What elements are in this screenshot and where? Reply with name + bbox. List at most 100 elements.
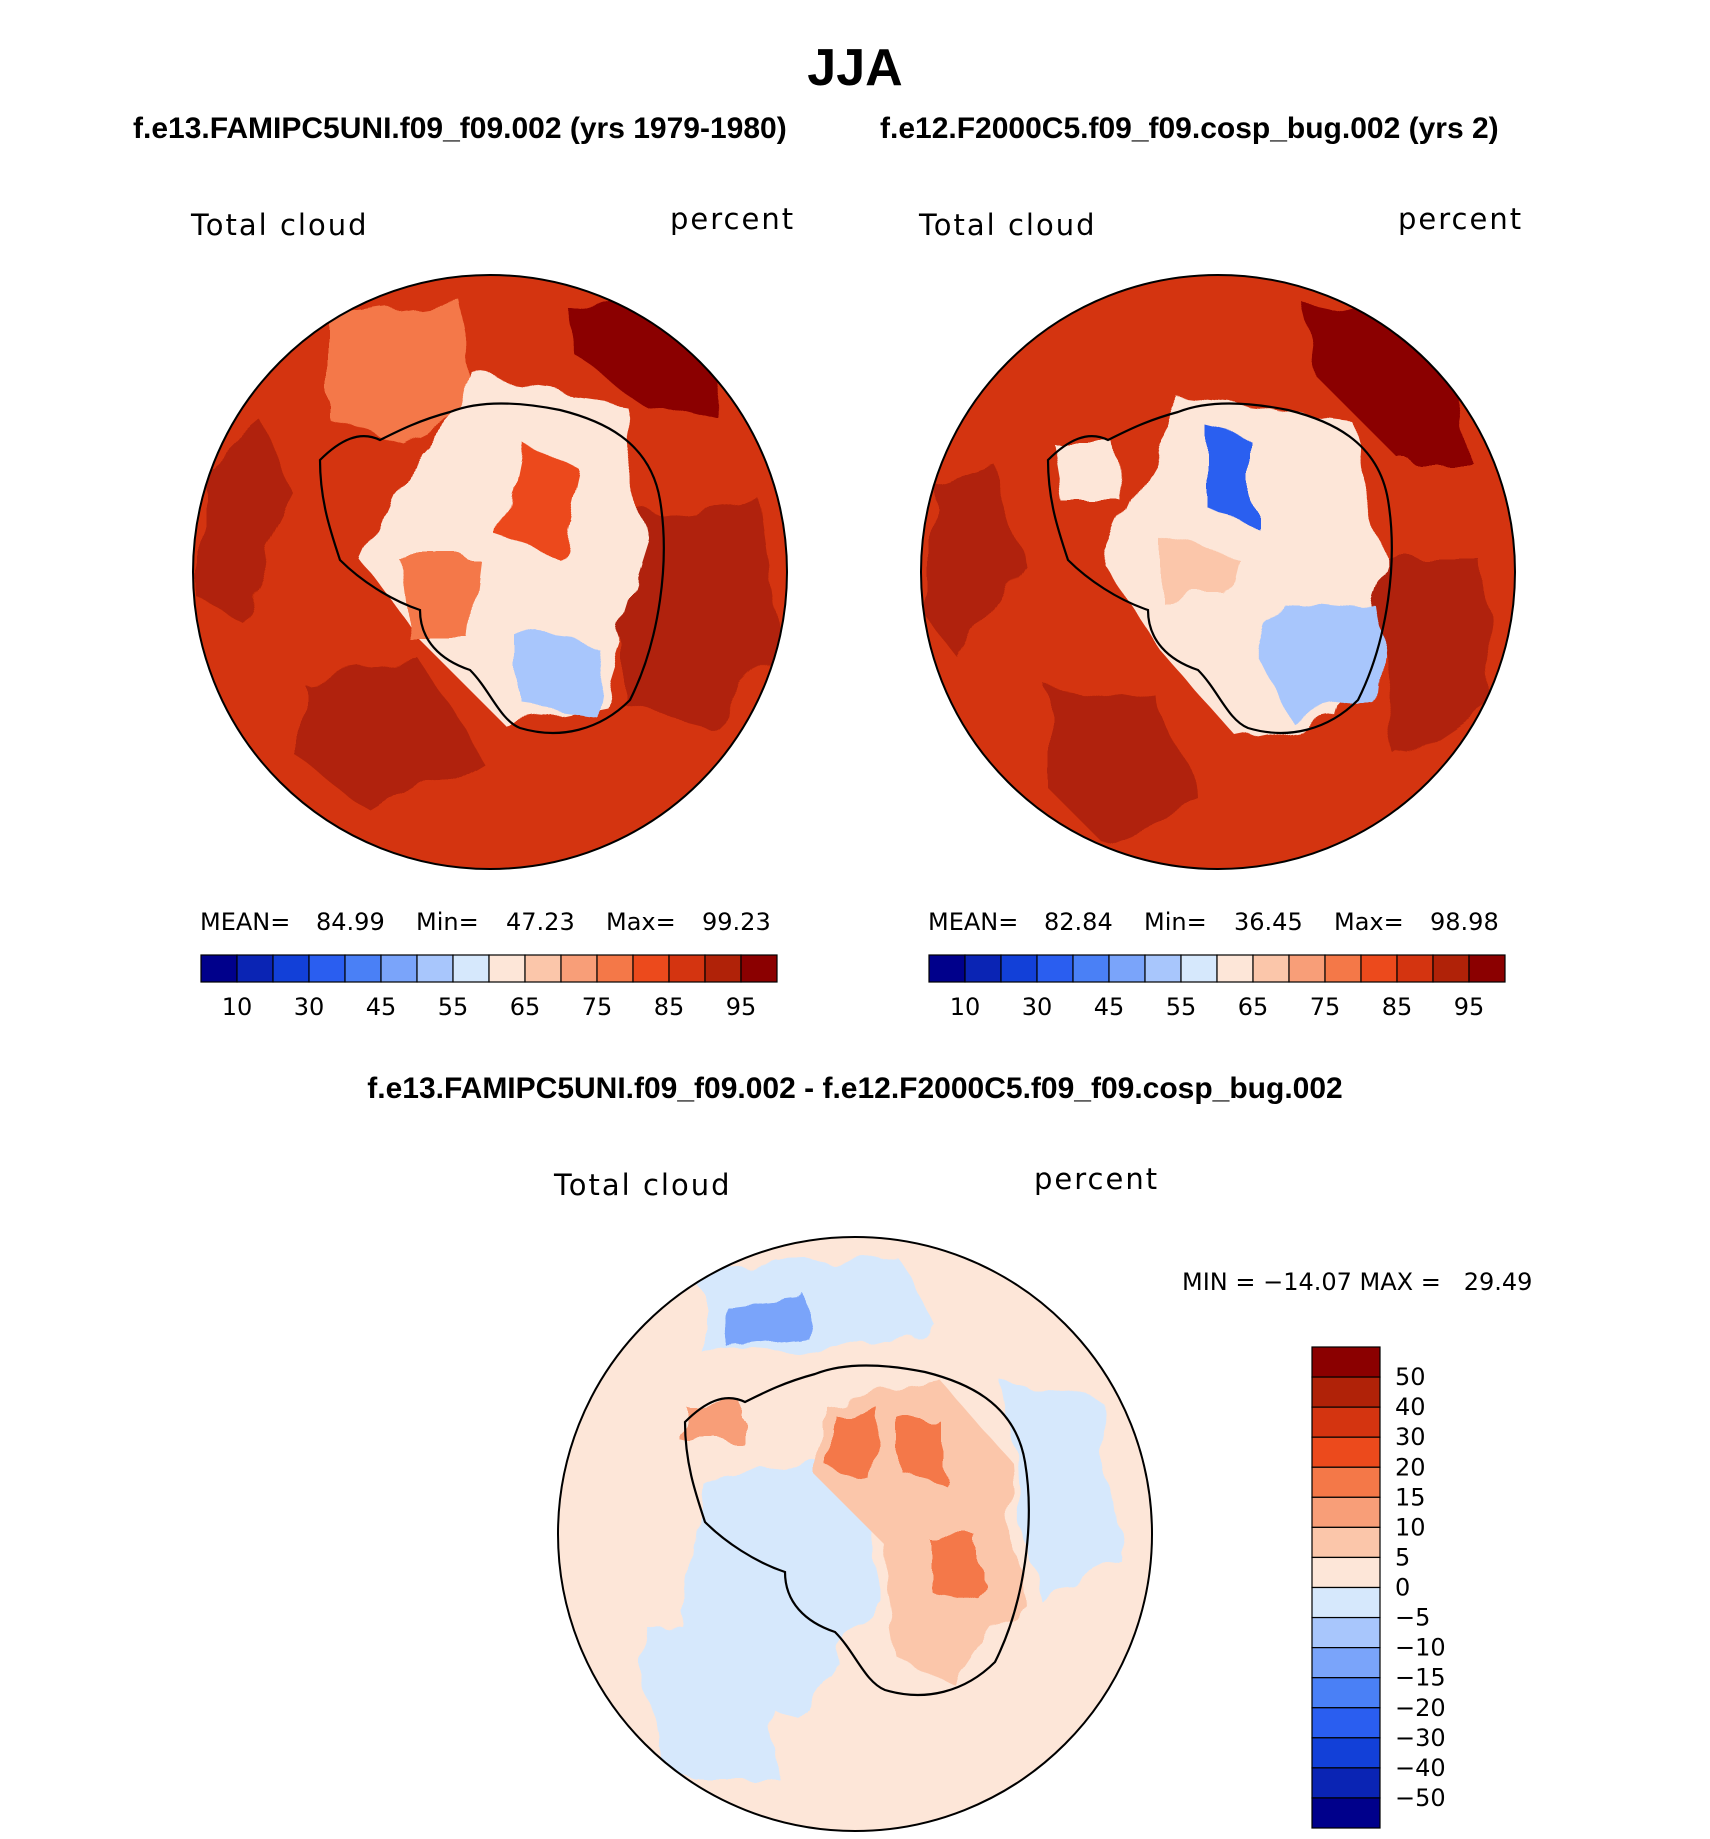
panel1-map (192, 274, 788, 870)
panel3-colorbar-box-1 (1311, 1376, 1381, 1408)
panel2-colorbar-box-8 (1216, 954, 1254, 983)
panel1-colorbar-box-2 (272, 954, 310, 983)
panel2-min-label: Min= (1144, 908, 1207, 936)
panel3-colorbar-box-11 (1311, 1677, 1381, 1709)
panel3-colorbar-tick-label: 30 (1395, 1423, 1426, 1451)
panel1-colorbar-tick-label: 85 (654, 993, 685, 1021)
panel2-max-label: Max= (1334, 908, 1404, 936)
panel3-colorbar-tick-label: 20 (1395, 1453, 1426, 1481)
panel2-colorbar-box-6 (1144, 954, 1182, 983)
panel2-colorbar-box-3 (1036, 954, 1074, 983)
panel1-field-east (620, 500, 780, 720)
panel3-map (557, 1236, 1153, 1832)
panel1-colorbar-box-1 (236, 954, 274, 983)
panel2-interior-min (1210, 430, 1250, 520)
panel3-colorbar-box-2 (1311, 1406, 1381, 1438)
panel1-colorbar-box-5 (380, 954, 418, 983)
panel1-map-boundary (192, 274, 788, 870)
panel2-colorbar-tick-label: 65 (1238, 993, 1269, 1021)
season-title: JJA (807, 39, 903, 97)
panel2-colorbar-tick-label: 45 (1094, 993, 1125, 1021)
panel2-colorbar-box-9 (1252, 954, 1290, 983)
panel1-colorbar-box-0 (200, 954, 238, 983)
panel2-colorbar-box-13 (1396, 954, 1434, 983)
panel1-interior-ridge (500, 440, 580, 560)
panel2-colorbar-tick-label: 85 (1382, 993, 1413, 1021)
panel2-map-boundary (920, 274, 1516, 870)
panel3-units-label: percent (1034, 1162, 1160, 1196)
panel3-colorbar-tick-label: 50 (1395, 1363, 1426, 1391)
panel1-colorbar-box-4 (344, 954, 382, 983)
panel3-colorbar-tick-label: −5 (1395, 1604, 1430, 1632)
panel3-colorbar-box-7 (1311, 1556, 1381, 1589)
panel3-colorbar-tick-label: 5 (1395, 1543, 1410, 1571)
panel2-colorbar-box-14 (1432, 954, 1470, 983)
panel1-field-south (300, 660, 480, 820)
panel3-field-east (1000, 1380, 1120, 1600)
panel2-colorbar-tick-label: 95 (1454, 993, 1485, 1021)
panel1-colorbar-box-10 (560, 954, 598, 983)
panel1-colorbar-box-8 (488, 954, 526, 983)
panel1-colorbar-box-7 (452, 954, 490, 983)
panel2-variable-label: Total cloud (919, 208, 1097, 242)
panel3-colorbar-box-12 (1311, 1707, 1381, 1739)
case-title-left: f.e13.FAMIPC5UNI.f09_f09.002 (yrs 1979-1… (133, 112, 787, 145)
panel3-map-boundary (557, 1236, 1153, 1832)
panel1-interior-low (520, 640, 600, 710)
panel1-interior-west (400, 560, 480, 640)
panel3-minmax-text: MIN = −14.07 MAX = 29.49 (1182, 1268, 1533, 1296)
panel3-interior-max1 (830, 1410, 880, 1480)
panel1-field-west (200, 420, 300, 620)
panel1-colorbar-tick-label: 65 (510, 993, 541, 1021)
panel2-field-south (1040, 680, 1200, 840)
panel2-colorbar-tick-label: 55 (1166, 993, 1197, 1021)
panel2-field-east (1360, 560, 1490, 760)
panel1-colorbar-tick-label: 10 (222, 993, 253, 1021)
panel1-colorbar-tick-label: 45 (366, 993, 397, 1021)
panel3-interior-max3 (930, 1540, 980, 1600)
panel3-colorbar-tick-label: 0 (1395, 1574, 1410, 1602)
panel2-colorbar-box-11 (1324, 954, 1362, 983)
panel1-colorbar-box-12 (632, 954, 670, 983)
panel2-mean-label: MEAN= (928, 908, 1019, 936)
panel1-colorbar-tick-label: 75 (582, 993, 613, 1021)
panel1-max-label: Max= (606, 908, 676, 936)
panel1-colorbar-box-14 (704, 954, 742, 983)
panel1-coastline (318, 402, 665, 735)
panel1-min-label: Min= (416, 908, 479, 936)
panel2-interior-low (1260, 600, 1380, 720)
panel3-variable-label: Total cloud (554, 1168, 732, 1202)
panel3-field-south (640, 1620, 780, 1780)
panel1-field-north (330, 300, 480, 440)
panel3-colorbar-tick-label: −30 (1395, 1724, 1446, 1752)
panel2-mean-value: 82.84 (1044, 908, 1113, 936)
panel3-coastline (683, 1364, 1030, 1697)
panel3-colorbar-box-5 (1311, 1496, 1381, 1528)
panel3-colorbar-tick-label: 10 (1395, 1513, 1426, 1541)
panel2-colorbar-tick-label: 75 (1310, 993, 1341, 1021)
panel3-colorbar-box-0 (1311, 1346, 1381, 1378)
panel2-colorbar-box-0 (928, 954, 966, 983)
panel3-colorbar-tick-label: −10 (1395, 1634, 1446, 1662)
panel3-colorbar-box-8 (1311, 1586, 1381, 1619)
panel1-colorbar-box-6 (416, 954, 454, 983)
panel2-colorbar-box-1 (964, 954, 1002, 983)
panel3-colorbar-box-15 (1311, 1797, 1381, 1829)
panel2-field-peninsula (1050, 440, 1120, 500)
panel2-colorbar-box-10 (1288, 954, 1326, 983)
panel1-colorbar-tick-label: 95 (726, 993, 757, 1021)
panel3-colorbar-tick-label: −40 (1395, 1754, 1446, 1782)
panel3-colorbar-box-3 (1311, 1436, 1381, 1468)
panel3-colorbar-tick-label: −50 (1395, 1784, 1446, 1812)
panel3-colorbar-box-6 (1311, 1526, 1381, 1559)
panel2-interior-ridge (1160, 540, 1240, 600)
panel3-colorbar-tick-label: −20 (1395, 1694, 1446, 1722)
panel3-colorbar-box-13 (1311, 1737, 1381, 1769)
panel2-colorbar: 10 30 45 55 65 75 85 95 (928, 954, 1506, 1021)
panel3-interior-max2 (900, 1420, 940, 1480)
panel1-colorbar-box-3 (308, 954, 346, 983)
panel1-colorbar-tick-label: 30 (294, 993, 325, 1021)
panel2-colorbar-tick-label: 30 (1022, 993, 1053, 1021)
